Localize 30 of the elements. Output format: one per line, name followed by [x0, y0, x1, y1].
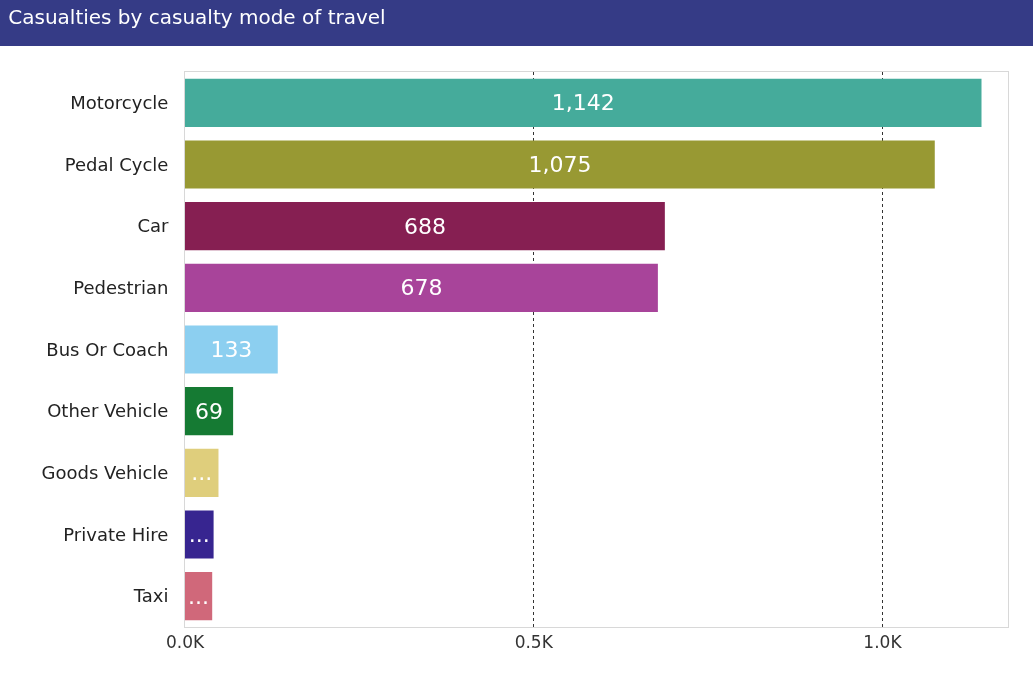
data-label: ...	[188, 522, 210, 547]
data-label: 1,075	[528, 152, 592, 177]
y-tick-label: Private Hire	[63, 523, 169, 545]
data-label: 69	[195, 398, 224, 424]
y-tick-label: Taxi	[132, 585, 169, 607]
bar	[185, 140, 935, 189]
y-tick-label: Motorcycle	[70, 92, 169, 114]
data-label: ...	[188, 583, 210, 609]
data-label: 1,142	[551, 90, 615, 116]
y-tick-label: Pedestrian	[73, 277, 169, 299]
bar	[185, 572, 213, 621]
y-tick-label: Car	[137, 215, 169, 237]
bar	[185, 448, 219, 497]
y-tick-label: Other Vehicle	[47, 400, 169, 422]
data-label: 688	[403, 213, 446, 239]
data-label: ...	[191, 460, 213, 486]
x-tick-label: 0.0K	[165, 632, 205, 653]
data-label: 678	[400, 275, 443, 301]
x-tick-label: 0.5K	[514, 632, 554, 653]
chart-title: Casualties by casualty mode of travel	[8, 5, 386, 30]
y-tick-label: Pedal Cycle	[64, 153, 169, 175]
y-tick-label: Bus Or Coach	[46, 338, 169, 360]
bar	[185, 78, 982, 127]
bar	[185, 510, 214, 559]
y-tick-label: Goods Vehicle	[41, 462, 169, 484]
bar	[185, 325, 278, 374]
bar	[185, 202, 665, 251]
x-tick-label: 1.0K	[863, 632, 903, 653]
data-label: 133	[210, 337, 253, 362]
bar	[185, 263, 658, 312]
